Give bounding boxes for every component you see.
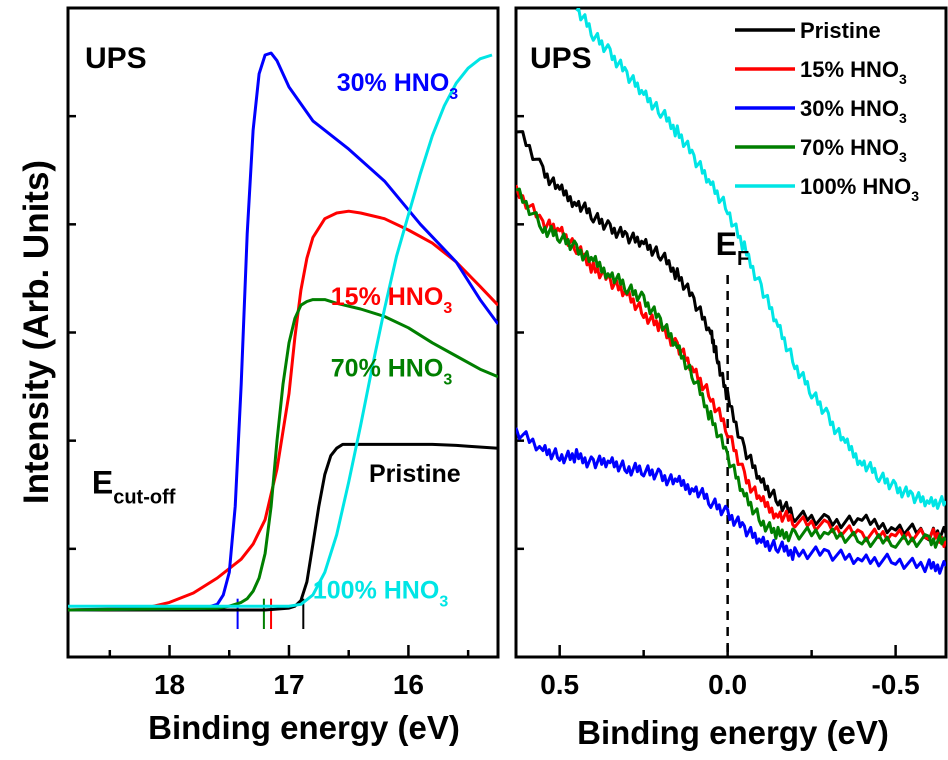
series-line-70-hno3 (68, 298, 498, 612)
series-line-70-hno3 (516, 187, 946, 549)
series-group (516, 8, 946, 657)
panel-label: UPS (530, 42, 592, 75)
fermi-level-label: EF (716, 226, 750, 270)
series-line-15-hno3 (68, 209, 498, 612)
x-tick-label: 0.5 (540, 669, 579, 700)
x-axis-title: Binding energy (eV) (577, 714, 889, 751)
panel-left-cutoff: UPS Binding energy (eV) 18 17 16 Pristine1… (66, 6, 500, 746)
series-label-15-hno3: 15% HNO3 (331, 283, 453, 317)
legend-label-pristine: Pristine (800, 18, 881, 43)
series-line-pristine (68, 442, 498, 612)
annotation-e-cut-off: Ecut-off (92, 464, 176, 508)
series-label-100-hno3: 100% HNO3 (313, 577, 448, 611)
legend-label-30-hno3: 30% HNO3 (800, 96, 907, 126)
legend: Pristine 15% HNO3 30% HNO3 70% HNO3 100% HNO… (735, 18, 919, 204)
panel-right-fermi: UPS Binding energy (eV) 0.5 0.0 -0.5 Prist… (514, 6, 948, 751)
x-tick-label: 17 (273, 669, 304, 700)
x-tick-label: 0.0 (708, 669, 747, 700)
x-tick-label: 16 (393, 669, 424, 700)
panel-label: UPS (85, 42, 147, 75)
series-line-100-hno3 (575, 8, 946, 510)
series-line-30-hno3 (516, 427, 946, 575)
series-line-100-hno3 (68, 53, 493, 608)
x-tick-group: 18 17 16 (68, 114, 470, 700)
series-line-pristine (516, 130, 946, 542)
series-label-pristine: Pristine (369, 460, 461, 488)
x-tick-group: 0.5 0.0 -0.5 (516, 114, 920, 700)
legend-label-100-hno3: 100% HNO3 (800, 174, 919, 204)
x-axis-title: Binding energy (eV) (148, 709, 460, 746)
series-label-70-hno3: 70% HNO3 (331, 355, 453, 389)
x-tick-label: -0.5 (871, 669, 919, 700)
legend-label-70-hno3: 70% HNO3 (800, 135, 907, 165)
x-tick-label: 18 (154, 669, 185, 700)
legend-label-15-hno3: 15% HNO3 (800, 57, 907, 87)
series-label-group: Pristine 15% HNO3 30% HNO3 70% HNO3 100% HNO… (92, 69, 461, 611)
y-axis-title: Intensity (Arb. Units) (17, 160, 56, 504)
series-group (68, 51, 498, 629)
series-label-30-hno3: 30% HNO3 (337, 69, 459, 103)
